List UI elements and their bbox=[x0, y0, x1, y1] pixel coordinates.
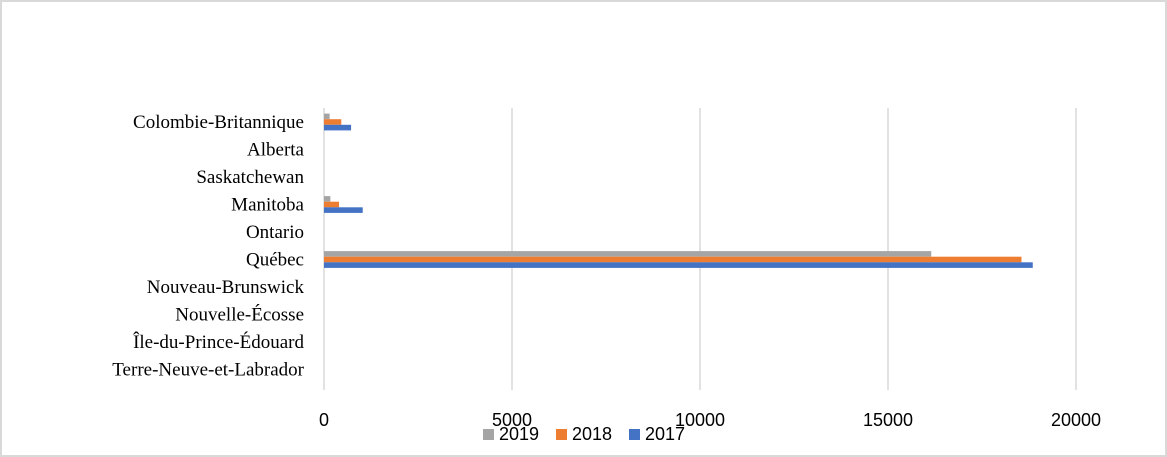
category-labels: Colombie-Britannique Alberta Saskatchewan M… bbox=[112, 112, 304, 381]
category-label: Saskatchewan bbox=[196, 167, 304, 188]
legend-swatch bbox=[483, 429, 494, 440]
gridlines bbox=[323, 108, 1077, 390]
category-label: Colombie-Britannique bbox=[133, 112, 304, 133]
bars bbox=[324, 113, 1033, 268]
x-tick-label: 0 bbox=[319, 410, 329, 430]
category-label: Île-du-Prince-Édouard bbox=[133, 331, 304, 353]
category-label: Alberta bbox=[247, 140, 305, 161]
category-label: Manitoba bbox=[231, 195, 304, 216]
legend-swatch bbox=[629, 429, 640, 440]
x-tick-label: 20000 bbox=[1051, 410, 1101, 430]
category-label: Nouvelle-Écosse bbox=[175, 304, 304, 326]
x-tick-label: 15000 bbox=[863, 410, 913, 430]
legend-label: 2018 bbox=[572, 424, 612, 444]
bar-2018 bbox=[324, 201, 340, 208]
bar-2017 bbox=[324, 262, 1033, 268]
legend-swatch bbox=[556, 429, 567, 440]
legend-label: 2019 bbox=[499, 424, 539, 444]
bar-2017 bbox=[324, 124, 352, 131]
x-tick-labels: 0 5000 10000 15000 20000 bbox=[319, 410, 1101, 430]
bar-2019 bbox=[324, 196, 331, 202]
bar-2019 bbox=[324, 113, 330, 120]
legend: 2019 2018 2017 bbox=[483, 424, 685, 444]
bar-2019 bbox=[324, 251, 932, 257]
category-label: Terre-Neuve-et-Labrador bbox=[112, 360, 304, 381]
bar-2018 bbox=[324, 119, 342, 125]
category-label: Québec bbox=[246, 250, 304, 271]
bar-2018 bbox=[324, 256, 1022, 263]
x-tick-label: 5000 bbox=[492, 410, 532, 430]
category-label: Ontario bbox=[246, 222, 304, 243]
category-label: Nouveau-Brunswick bbox=[147, 277, 305, 298]
x-tick-label: 10000 bbox=[675, 410, 725, 430]
bar-2017 bbox=[324, 207, 363, 213]
legend-label: 2017 bbox=[645, 424, 685, 444]
